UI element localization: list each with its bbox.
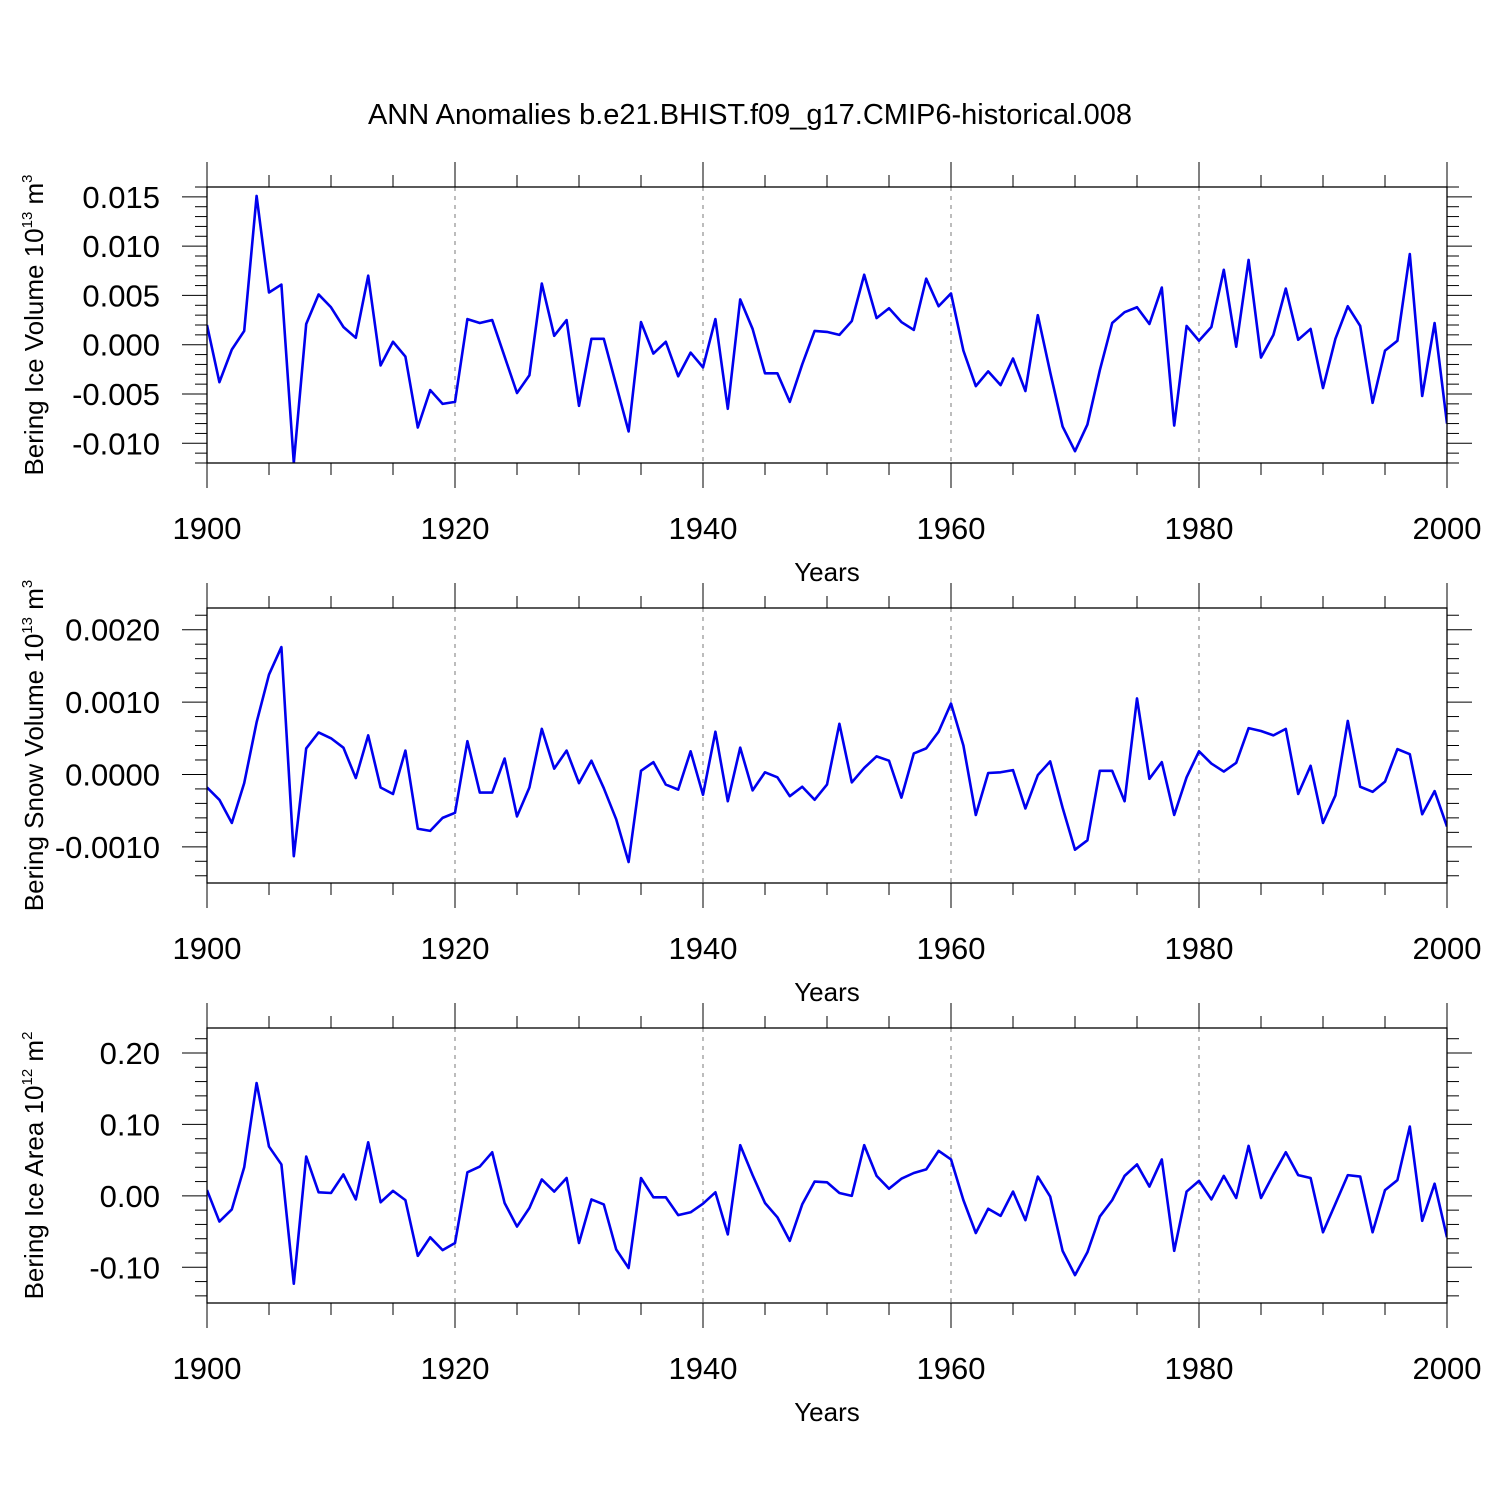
y-axis-label-unit-exponent: 3 [19,580,36,588]
data-series-line [207,1081,1447,1286]
x-tick-label: 1980 [1165,1351,1234,1386]
y-axis-label-unit-exponent: 2 [19,1032,36,1040]
y-axis-label-unit: m [19,1040,49,1069]
data-series-line [207,194,1447,463]
x-tick-label: 1940 [669,511,738,546]
x-tick-label: 1940 [669,931,738,966]
y-tick-label: -0.010 [72,426,160,461]
panel-3: 1900 1920 1940 1960 1980 2000 0.20 0.10 0.00 -0.1… [19,1003,1481,1427]
y-axis-label-unit: m [19,588,49,617]
x-tick-label: 2000 [1413,931,1482,966]
x-tick-label: 1900 [173,931,242,966]
y-tick-label: -0.0010 [55,830,160,865]
figure-title: ANN Anomalies b.e21.BHIST.f09_g17.CMIP6-… [368,99,1132,131]
x-tick-label: 1900 [173,1351,242,1386]
x-tick-label: 2000 [1413,511,1482,546]
y-axis-label-text: Bering Ice Volume 10 [19,228,49,475]
y-tick-label: -0.10 [89,1250,160,1285]
y-axis-label-text: Bering Snow Volume 10 [19,634,49,912]
plot-frame [206,607,1448,884]
x-tick-label: 1960 [917,1351,986,1386]
x-tick-label: 1960 [917,931,986,966]
y-axis-label-text: Bering Ice Area 10 [19,1086,49,1300]
y-tick-label: -0.005 [72,377,160,412]
data-series-line [207,645,1447,864]
x-axis-label: Years [794,557,860,587]
y-axis-label-unit: m [19,183,49,212]
y-axis-label-exponent: 12 [19,1069,36,1086]
y-axis-label: Bering Ice Volume 1013 m3 [19,174,49,475]
x-tick-label: 1980 [1165,931,1234,966]
y-axis-label-exponent: 13 [19,212,36,229]
y-tick-label: 0.000 [82,328,160,363]
y-axis-label: Bering Snow Volume 1013 m3 [19,580,49,911]
y-tick-label: 0.0000 [65,757,160,792]
x-axis-label: Years [794,977,860,1007]
y-tick-label: 0.20 [100,1036,160,1071]
y-axis-label-unit-exponent: 3 [19,174,36,182]
x-tick-label: 1940 [669,1351,738,1386]
x-axis-label: Years [794,1397,860,1427]
panel-2: 1900 1920 1940 1960 1980 2000 0.0020 0.0010 0.00… [19,580,1481,1007]
x-tick-label: 1900 [173,511,242,546]
x-tick-label: 1980 [1165,511,1234,546]
plot-frame [206,186,1448,464]
plot-frame [206,1027,1448,1304]
x-tick-label: 1920 [421,1351,490,1386]
x-tick-label: 1920 [421,931,490,966]
y-tick-label: 0.005 [82,278,160,313]
x-tick-label: 1920 [421,511,490,546]
y-tick-label: 0.10 [100,1107,160,1142]
x-tick-label: 1960 [917,511,986,546]
y-tick-label: 0.0020 [65,613,160,648]
panel-1: 1900 1920 1940 1960 1980 2000 0.015 0.010 0.005 0… [19,162,1481,587]
y-axis-label: Bering Ice Area 1012 m2 [19,1032,49,1300]
y-axis-label-exponent: 13 [19,617,36,634]
y-tick-label: 0.0010 [65,685,160,720]
x-tick-label: 2000 [1413,1351,1482,1386]
y-tick-label: 0.010 [82,229,160,264]
y-tick-label: 0.015 [82,180,160,215]
y-tick-label: 0.00 [100,1179,160,1214]
